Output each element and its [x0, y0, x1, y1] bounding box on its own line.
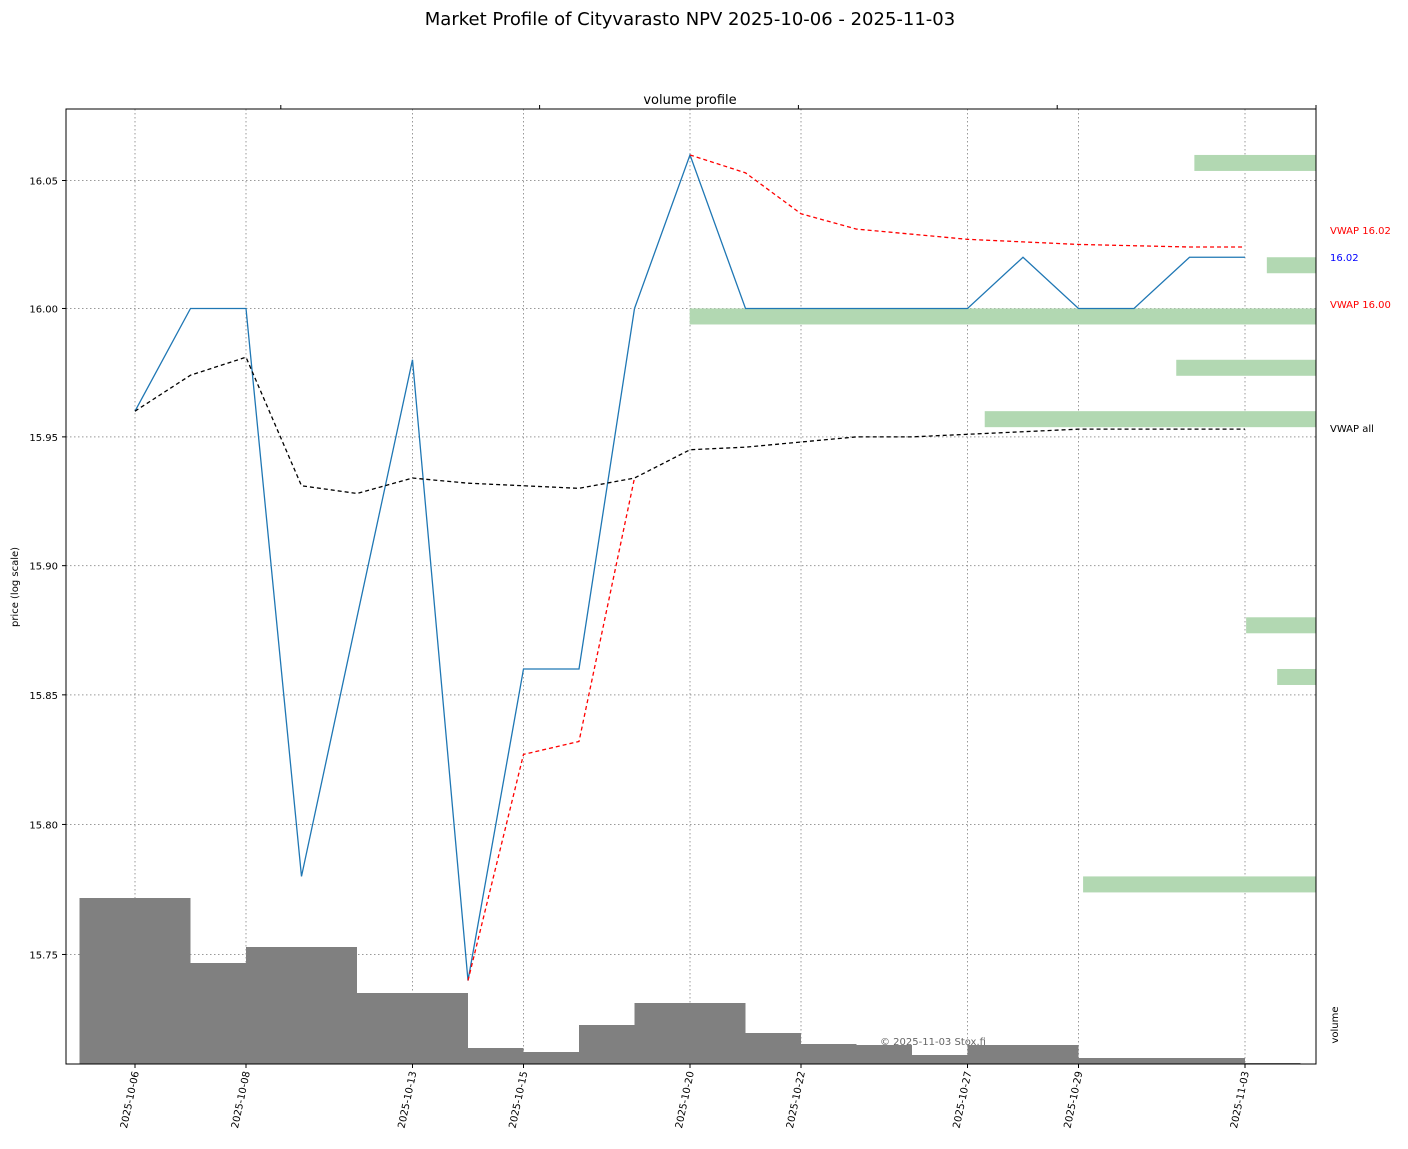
y-tick-label: 16.00 — [29, 304, 58, 315]
y-axis-label: price (log scale) — [10, 547, 21, 627]
x-tick-label: 2025-10-15 — [508, 1070, 531, 1129]
price-line — [467, 477, 636, 981]
profile-bar — [1266, 257, 1316, 274]
annotation: 16.02 — [1330, 253, 1359, 264]
y2-axis-label: volume — [1330, 1006, 1341, 1043]
x-tick-label: 2025-10-29 — [1063, 1070, 1086, 1129]
volume-bar — [1134, 1058, 1245, 1064]
price-line — [134, 356, 1245, 495]
y-tick-label: 15.75 — [29, 950, 58, 961]
profile-bar — [1194, 154, 1316, 171]
y-tick-label: 15.95 — [29, 433, 58, 444]
profile-bar — [689, 308, 1316, 325]
profile-bar — [1246, 617, 1316, 634]
price-line — [134, 153, 1245, 981]
annotation: VWAP 16.02 — [1330, 226, 1391, 237]
x-tick-label: 2025-10-13 — [397, 1070, 420, 1129]
profile-bar — [984, 411, 1316, 428]
annotation: VWAP 16.00 — [1330, 300, 1391, 311]
chart-title: Market Profile of Cityvarasto NPV 2025-1… — [425, 9, 955, 30]
y-tick-label: 15.80 — [29, 820, 58, 831]
x-tick-label: 2025-10-20 — [674, 1070, 697, 1129]
profile-bar — [1176, 359, 1316, 376]
y-tick-label: 16.05 — [29, 176, 58, 187]
profile-bar — [1083, 876, 1316, 893]
profile-bar — [1277, 668, 1316, 685]
price-line — [689, 154, 1245, 248]
x-tick-label: 2025-10-22 — [785, 1070, 808, 1129]
plot-frame — [65, 108, 1317, 1065]
x-tick-label: 2025-11-03 — [1229, 1070, 1252, 1129]
profile-title: volume profile — [643, 93, 736, 108]
x-tick-label: 2025-10-06 — [119, 1070, 142, 1129]
y-tick-label: 15.90 — [29, 562, 58, 573]
watermark: © 2025-11-03 Stox.fi — [880, 1037, 986, 1048]
x-tick-label: 2025-10-08 — [230, 1070, 253, 1129]
y-tick-label: 15.85 — [29, 691, 58, 702]
annotation: VWAP all — [1330, 424, 1374, 435]
x-tick-label: 2025-10-27 — [952, 1070, 975, 1129]
